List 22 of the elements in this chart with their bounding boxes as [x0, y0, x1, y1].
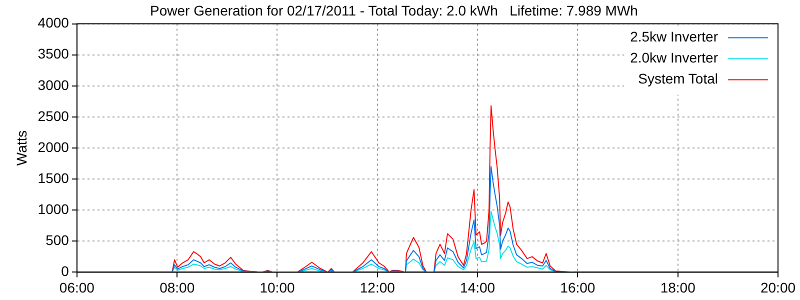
- x-tick-label: 12:00: [360, 279, 396, 296]
- y-tick-label: 2000: [38, 138, 70, 155]
- y-tick-label: 1500: [38, 170, 70, 186]
- y-tick-label: 2500: [38, 108, 70, 124]
- x-tick-label: 10:00: [260, 279, 295, 296]
- legend-label: System Total: [638, 70, 718, 87]
- y-tick-label: 3000: [38, 76, 70, 93]
- x-tick-label: 18:00: [660, 279, 696, 296]
- x-tick-label: 06:00: [59, 279, 95, 296]
- legend-label: 2.0kw Inverter: [630, 50, 718, 66]
- x-tick-label: 16:00: [560, 279, 596, 296]
- x-tick-label: 20:00: [760, 279, 796, 296]
- x-tick-label: 08:00: [160, 279, 195, 296]
- y-axis-title: Watts: [13, 130, 30, 166]
- y-tick-label: 3500: [38, 46, 70, 62]
- x-tick-label: 14:00: [460, 279, 496, 296]
- y-tick-label: 500: [46, 232, 70, 248]
- y-tick-label: 4000: [38, 14, 70, 31]
- y-tick-label: 0: [61, 263, 70, 280]
- chart-title: Power Generation for 02/17/2011 - Total Today: 2.0 kWh Lifetime: 7.989 MWh: [150, 2, 638, 18]
- legend-label: 2.5kw Inverter: [630, 28, 718, 45]
- y-tick-label: 1000: [38, 200, 70, 217]
